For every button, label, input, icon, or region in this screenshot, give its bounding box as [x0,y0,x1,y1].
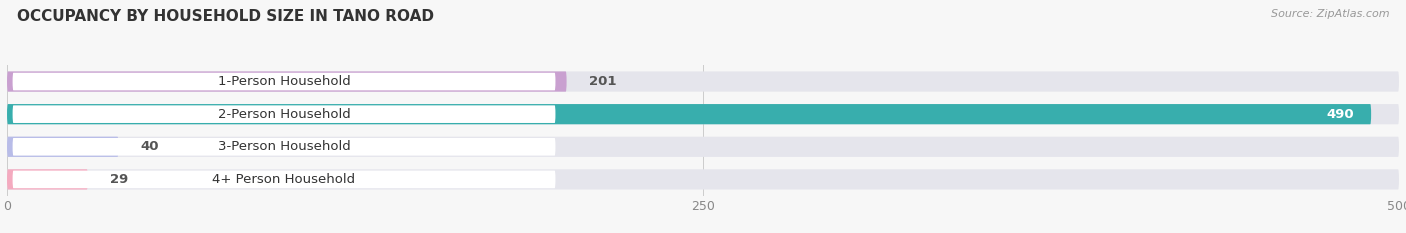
FancyBboxPatch shape [7,72,567,92]
Text: 2-Person Household: 2-Person Household [218,108,350,121]
Text: OCCUPANCY BY HOUSEHOLD SIZE IN TANO ROAD: OCCUPANCY BY HOUSEHOLD SIZE IN TANO ROAD [17,9,434,24]
FancyBboxPatch shape [7,169,1399,189]
FancyBboxPatch shape [7,104,1399,124]
FancyBboxPatch shape [7,104,1371,124]
FancyBboxPatch shape [13,105,555,123]
Text: 4+ Person Household: 4+ Person Household [212,173,356,186]
Text: 40: 40 [141,140,159,153]
FancyBboxPatch shape [7,72,1399,92]
Text: 3-Person Household: 3-Person Household [218,140,350,153]
FancyBboxPatch shape [13,73,555,90]
FancyBboxPatch shape [7,137,118,157]
FancyBboxPatch shape [7,169,87,189]
FancyBboxPatch shape [7,137,1399,157]
Text: 1-Person Household: 1-Person Household [218,75,350,88]
Text: 201: 201 [589,75,616,88]
Text: 490: 490 [1327,108,1354,121]
FancyBboxPatch shape [13,171,555,188]
Text: 29: 29 [110,173,128,186]
Text: Source: ZipAtlas.com: Source: ZipAtlas.com [1271,9,1389,19]
FancyBboxPatch shape [13,138,555,156]
